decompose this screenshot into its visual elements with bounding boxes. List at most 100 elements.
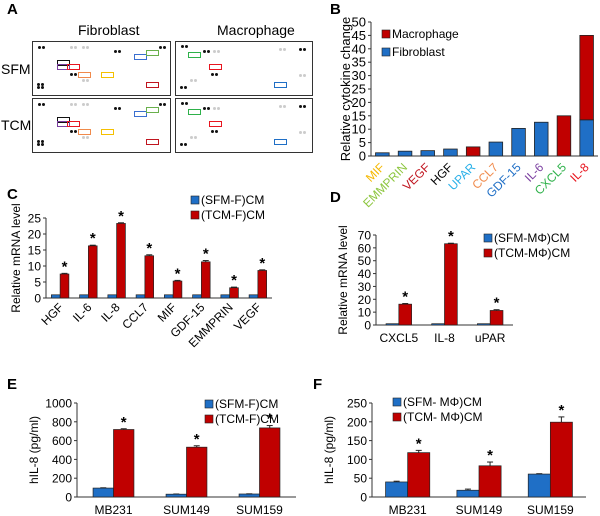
y-tick-label: 0 <box>364 319 371 333</box>
legend-swatch <box>204 414 214 424</box>
blot-spot <box>283 105 286 108</box>
blot-spot <box>180 86 183 89</box>
y-tick-label: 10 <box>358 306 372 320</box>
blot-spot <box>74 130 77 133</box>
legend-label: Fibroblast <box>392 45 445 59</box>
panel-label-d: D <box>330 189 341 206</box>
significance-star: * <box>494 295 500 312</box>
x-tick-label: VEGF <box>231 300 264 333</box>
bar <box>186 446 208 498</box>
y-tick-label: 0 <box>34 292 41 306</box>
blot-spot <box>82 79 85 82</box>
blot-spot <box>82 103 85 106</box>
panel-label-b: B <box>330 1 341 18</box>
bar <box>135 294 146 299</box>
blot-spot <box>114 107 117 110</box>
significance-star: * <box>558 402 564 419</box>
bar-fibroblast <box>488 141 504 157</box>
bar-fibroblast <box>420 150 435 157</box>
y-axis-title: Relative mRNA level <box>9 203 23 312</box>
bar <box>113 429 135 498</box>
y-tick-label: 60 <box>358 241 372 255</box>
blot-spot <box>184 143 187 146</box>
bar <box>489 310 504 326</box>
y-tick-label: 70 <box>358 229 372 243</box>
x-tick-label: SUM159 <box>527 503 574 516</box>
blot-spot <box>37 83 40 86</box>
panel-label-e: E <box>7 376 18 393</box>
blot-spot <box>163 46 166 49</box>
significance-star: * <box>416 435 422 452</box>
legend-label: (SFM-MΦ)CM <box>494 231 570 245</box>
bar <box>527 473 551 498</box>
bar-fibroblast <box>397 150 413 157</box>
x-tick-label: SUM149 <box>163 503 210 516</box>
blot-spot <box>194 136 197 139</box>
legend-label: (TCM-F)CM <box>201 208 265 222</box>
blot-spot <box>86 46 89 49</box>
y-tick-label: 30 <box>358 280 372 294</box>
blot-spot <box>82 136 85 139</box>
y-tick-label: 250 <box>347 397 367 411</box>
blot-spot <box>118 107 121 110</box>
blot-spot <box>86 103 89 106</box>
blot-spot <box>74 46 77 49</box>
blot-spot <box>185 45 188 48</box>
blot-spot <box>37 140 40 143</box>
blot-spot <box>181 102 184 105</box>
bar <box>92 487 114 498</box>
blot-spot <box>163 103 166 106</box>
blot-spot <box>215 73 218 76</box>
blot-spot <box>181 45 184 48</box>
x-tick-label: MB231 <box>389 503 427 516</box>
blot-spot <box>184 86 187 89</box>
blot-row-label-tcm: TCM <box>1 117 32 133</box>
blot-column-title-macrophage: Macrophage <box>217 22 295 38</box>
legend-label: (TCM- MΦ)CM <box>403 410 483 424</box>
bar-macrophage <box>556 115 572 157</box>
bar-fibroblast <box>443 148 458 157</box>
blot-highlight-box <box>188 109 201 115</box>
bar <box>144 255 154 299</box>
y-tick-label: 40 <box>358 267 372 281</box>
blot-spot <box>299 105 302 108</box>
bar <box>385 481 409 498</box>
blot-spot <box>185 102 188 105</box>
blot-spot <box>74 73 77 76</box>
blot-macrophage-sfm <box>175 41 313 96</box>
bar <box>88 245 98 299</box>
bar <box>259 427 281 498</box>
blot-macrophage-tcm <box>175 98 313 153</box>
legend-swatch <box>190 195 200 205</box>
legend-swatch <box>483 248 493 258</box>
y-tick-label: 30 <box>352 68 366 83</box>
blot-spot <box>42 46 45 49</box>
legend-label: (SFM-F)CM <box>201 193 264 207</box>
bar-fibroblast <box>579 119 594 157</box>
x-tick-label: MB231 <box>94 503 132 516</box>
y-axis-title: hIL-8 (pg/ml) <box>27 416 41 484</box>
y-tick-label: 0 <box>359 149 366 164</box>
blot-spot <box>159 46 162 49</box>
blot-column-title-fibroblast: Fibroblast <box>78 22 140 38</box>
x-tick-label: CXCL5 <box>379 331 418 345</box>
bar <box>248 294 259 299</box>
legend: (SFM-F)CM(TCM-F)CM <box>190 193 265 222</box>
bar <box>478 465 502 498</box>
y-tick-label: 200 <box>52 472 72 486</box>
y-tick-label: 45 <box>352 28 366 43</box>
legend-label: (TCM-MΦ)CM <box>494 246 570 260</box>
legend-label: (SFM-F)CM <box>215 397 278 411</box>
legend-label: (TCM-F)CM <box>215 412 279 426</box>
x-tick-label: SUM159 <box>236 503 283 516</box>
blot-highlight-box <box>274 82 287 88</box>
blot-spot <box>70 130 73 133</box>
blot-spot <box>37 143 40 146</box>
x-tick-label: uPAR <box>475 331 506 345</box>
blot-spot <box>215 130 218 133</box>
y-tick-label: 25 <box>352 82 366 97</box>
chart-e: 0 200 400 600 800 1000 hIL-8 (pg/ml) * MB231 * SUM… <box>27 397 296 516</box>
